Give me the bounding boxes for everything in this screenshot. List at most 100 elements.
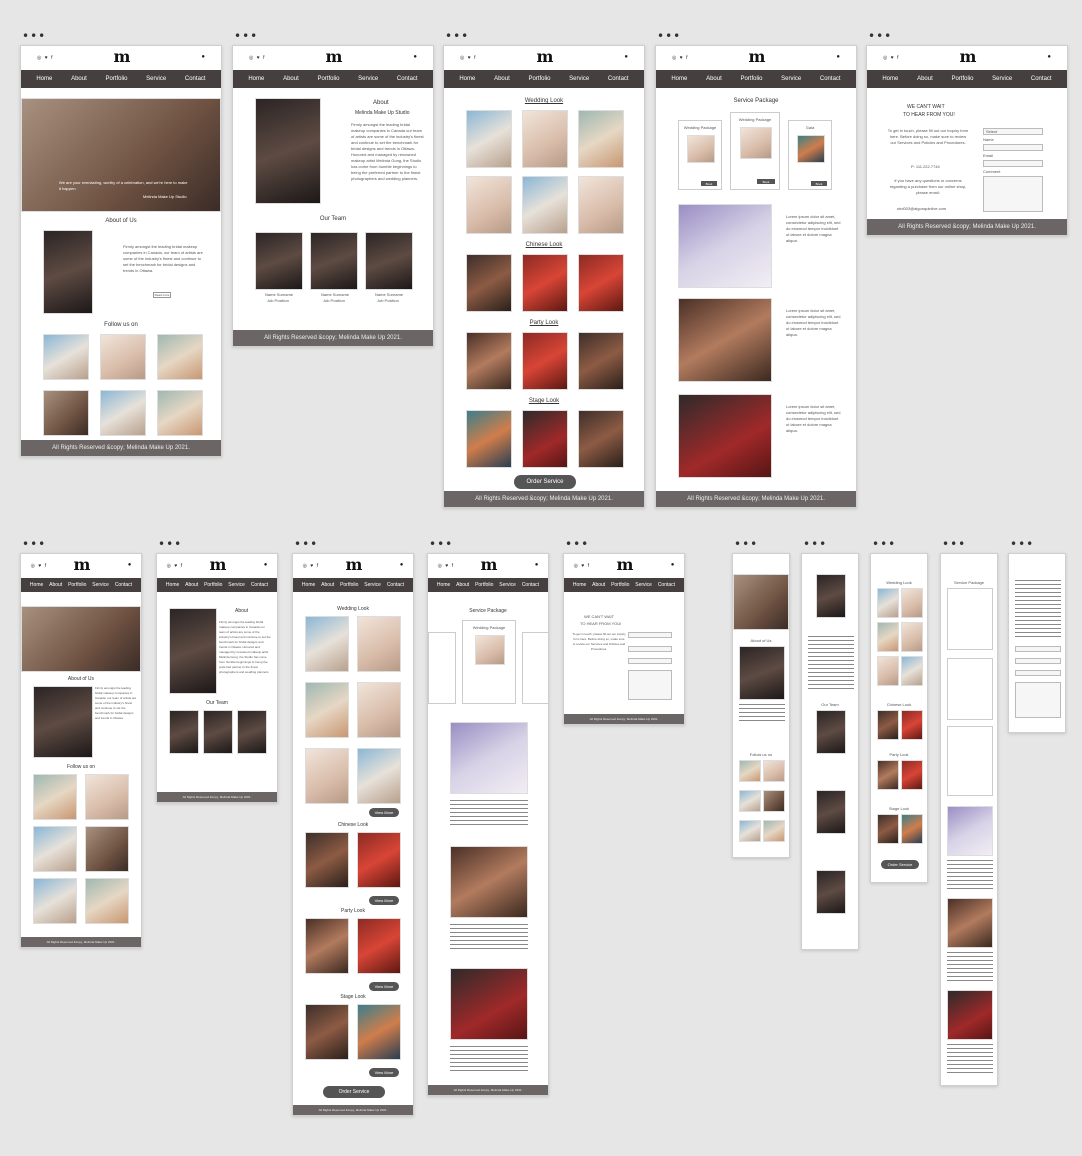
gallery-image[interactable] <box>739 790 761 812</box>
nav-portfolio[interactable]: Portfolio <box>105 76 128 82</box>
gallery-image[interactable] <box>43 390 89 436</box>
wedding-image[interactable] <box>522 110 568 168</box>
name-field[interactable] <box>628 646 672 652</box>
logo-icon[interactable]: m <box>616 555 634 574</box>
gallery-image[interactable] <box>100 334 146 380</box>
nav-about[interactable]: About <box>71 76 87 82</box>
nav-home[interactable]: Home <box>671 76 688 82</box>
nav-home[interactable]: Home <box>248 76 265 82</box>
nav-contact[interactable]: Contact <box>819 76 841 82</box>
package-card[interactable]: Wedding Package Book <box>678 120 722 190</box>
nav-service[interactable]: Service <box>358 76 379 82</box>
logo-icon[interactable]: m <box>748 47 766 66</box>
party-image[interactable] <box>357 918 401 974</box>
wedding-image[interactable] <box>357 748 401 804</box>
social-icons[interactable]: ◎ ♥ f <box>30 563 48 569</box>
logo-icon[interactable]: m <box>73 555 91 574</box>
nav-home[interactable]: Home <box>572 582 587 588</box>
nav-contact[interactable]: Contact <box>396 76 418 82</box>
nav-portfolio[interactable]: Portfolio <box>528 76 551 82</box>
nav-contact[interactable]: Contact <box>184 76 206 82</box>
user-icon[interactable]: ● <box>127 562 132 568</box>
nav-about[interactable]: About <box>706 76 722 82</box>
chinese-image[interactable] <box>357 832 401 888</box>
social-icons[interactable]: ◎ ♥ f <box>37 55 54 61</box>
order-service-button[interactable]: Order Service <box>881 860 919 869</box>
order-service-button[interactable]: Order Service <box>323 1086 385 1098</box>
wedding-image[interactable] <box>901 622 923 652</box>
view-more-button[interactable]: View More <box>369 808 399 817</box>
user-icon[interactable]: ● <box>413 54 417 60</box>
wedding-image[interactable] <box>305 748 349 804</box>
nav-contact[interactable]: Contact <box>521 582 540 588</box>
package-card[interactable]: Gala Book <box>788 120 832 190</box>
gallery-image[interactable] <box>33 774 77 820</box>
wedding-image[interactable] <box>466 176 512 234</box>
gallery-image[interactable] <box>100 390 146 436</box>
gallery-image[interactable] <box>85 878 129 924</box>
gallery-image[interactable] <box>739 760 761 782</box>
email-field[interactable] <box>1015 670 1061 676</box>
nav-service[interactable]: Service <box>146 76 167 82</box>
nav-about[interactable]: About <box>49 582 63 588</box>
user-icon[interactable]: ● <box>263 562 268 568</box>
nav-home[interactable]: Home <box>36 76 53 82</box>
view-more-button[interactable]: View More <box>369 1068 399 1077</box>
gallery-image[interactable] <box>33 878 77 924</box>
nav-contact[interactable]: Contact <box>386 582 405 588</box>
nav-about[interactable]: About <box>494 76 510 82</box>
user-icon[interactable]: ● <box>201 54 205 60</box>
stage-image[interactable] <box>466 410 512 468</box>
logo-icon[interactable]: m <box>209 555 227 574</box>
user-icon[interactable]: ● <box>1047 54 1051 60</box>
package-card[interactable]: Wedding Package Book <box>730 112 780 190</box>
nav-portfolio[interactable]: Portfolio <box>740 76 763 82</box>
wedding-image[interactable] <box>578 110 624 168</box>
nav-contact[interactable]: Contact <box>114 582 133 588</box>
user-icon[interactable]: ● <box>624 54 628 60</box>
nav-about[interactable]: About <box>917 76 933 82</box>
chinese-image[interactable] <box>901 710 923 740</box>
package-card[interactable] <box>947 588 993 650</box>
nav-about[interactable]: About <box>456 582 470 588</box>
social-icons[interactable]: ◎ ♥ f <box>249 55 266 61</box>
gallery-image[interactable] <box>43 334 89 380</box>
wedding-image[interactable] <box>901 588 923 618</box>
view-more-button[interactable]: View More <box>369 896 399 905</box>
nav-portfolio[interactable]: Portfolio <box>204 582 223 588</box>
message-field[interactable] <box>628 670 672 700</box>
email-field[interactable] <box>983 160 1043 167</box>
stage-image[interactable] <box>522 410 568 468</box>
social-icons[interactable]: ◎ ♥ f <box>460 55 477 61</box>
chinese-image[interactable] <box>305 832 349 888</box>
wedding-image[interactable] <box>305 616 349 672</box>
nav-portfolio[interactable]: Portfolio <box>68 582 87 588</box>
wedding-image[interactable] <box>578 176 624 234</box>
nav-about[interactable]: About <box>185 582 199 588</box>
nav-portfolio[interactable]: Portfolio <box>951 76 974 82</box>
social-icons[interactable]: ◎ ♥ f <box>672 55 689 61</box>
gallery-image[interactable] <box>85 826 129 872</box>
name-field[interactable] <box>1015 658 1061 664</box>
social-icons[interactable]: ◎ ♥ f <box>302 563 320 569</box>
nav-contact[interactable]: Contact <box>1030 76 1052 82</box>
wedding-image[interactable] <box>877 588 899 618</box>
gallery-image[interactable] <box>157 334 203 380</box>
party-image[interactable] <box>522 332 568 390</box>
nav-service[interactable]: Service <box>92 582 109 588</box>
nav-about[interactable]: About <box>321 582 335 588</box>
nav-portfolio[interactable]: Portfolio <box>340 582 359 588</box>
gallery-image[interactable] <box>763 790 785 812</box>
book-button[interactable]: Book <box>701 181 717 186</box>
logo-icon[interactable]: m <box>536 47 554 66</box>
nav-contact[interactable]: Contact <box>607 76 629 82</box>
email-field[interactable] <box>628 658 672 664</box>
nav-home[interactable]: Home <box>29 582 44 588</box>
wedding-image[interactable] <box>522 176 568 234</box>
wedding-image[interactable] <box>357 682 401 738</box>
select-field[interactable] <box>1015 646 1061 652</box>
nav-service[interactable]: Service <box>992 76 1013 82</box>
party-image[interactable] <box>466 332 512 390</box>
stage-image[interactable] <box>901 814 923 844</box>
nav-home[interactable]: Home <box>459 76 476 82</box>
